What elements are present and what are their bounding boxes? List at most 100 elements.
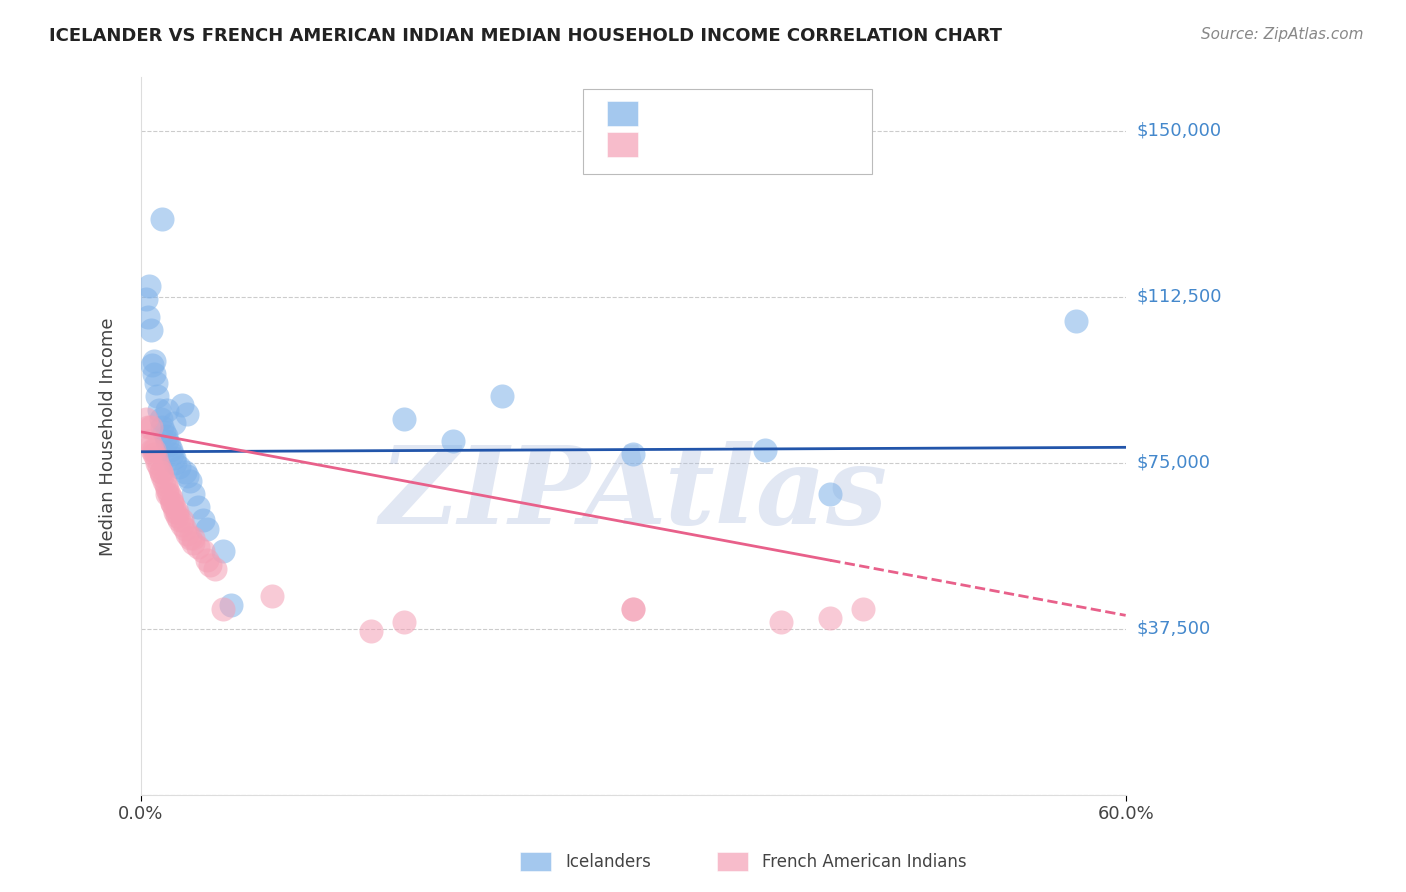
Point (195, 522, 218, 536)
Point (491, 389, 513, 403)
Point (156, 402, 179, 417)
Point (212, 544, 235, 558)
Point (176, 526, 198, 541)
Point (179, 531, 201, 545)
Point (159, 491, 181, 506)
Point (163, 500, 186, 515)
Point (148, 460, 170, 475)
Text: Source: ZipAtlas.com: Source: ZipAtlas.com (1201, 27, 1364, 42)
Text: $75,000: $75,000 (1137, 454, 1211, 472)
Point (769, 615, 792, 630)
Point (193, 544, 215, 558)
Point (139, 323, 162, 337)
Point (198, 558, 221, 572)
Text: $150,000: $150,000 (1137, 121, 1222, 139)
Text: French American Indians: French American Indians (762, 853, 967, 871)
Point (149, 465, 172, 479)
Point (1066, 314, 1088, 328)
Text: $112,500: $112,500 (1137, 288, 1222, 306)
Text: 0.015: 0.015 (696, 104, 748, 122)
Point (160, 447, 183, 461)
Point (148, 402, 170, 417)
Point (392, 615, 415, 630)
Point (167, 460, 190, 475)
Point (441, 434, 464, 448)
Point (150, 212, 173, 227)
Text: ZIPAtlas: ZIPAtlas (380, 441, 887, 547)
Text: -0.339: -0.339 (696, 136, 755, 153)
Point (143, 368, 166, 382)
Point (187, 540, 209, 554)
Point (219, 598, 242, 612)
Point (820, 611, 842, 625)
Point (149, 465, 172, 479)
Point (176, 407, 198, 421)
Point (156, 434, 179, 448)
Point (146, 456, 169, 470)
Point (136, 310, 159, 324)
Text: 38: 38 (815, 136, 838, 153)
Point (141, 359, 163, 373)
Point (136, 420, 159, 434)
Point (138, 278, 160, 293)
Point (174, 465, 197, 479)
Point (146, 389, 169, 403)
Point (149, 411, 172, 425)
Point (135, 292, 157, 306)
Point (165, 456, 187, 470)
Text: Icelanders: Icelanders (565, 853, 651, 871)
Point (167, 513, 190, 527)
Point (176, 469, 198, 483)
Point (262, 589, 284, 603)
Point (204, 562, 226, 576)
Point (157, 487, 180, 501)
Point (754, 442, 776, 457)
Point (160, 496, 183, 510)
Point (141, 442, 163, 457)
Text: N =: N = (773, 136, 804, 153)
Point (166, 508, 188, 523)
Point (143, 442, 166, 457)
Point (135, 411, 157, 425)
Point (852, 602, 875, 616)
Point (166, 504, 188, 518)
Text: $37,500: $37,500 (1137, 620, 1211, 638)
Point (156, 487, 179, 501)
Point (163, 451, 186, 466)
Point (150, 469, 173, 483)
Point (183, 535, 205, 549)
Point (392, 411, 415, 425)
Point (183, 531, 205, 545)
Point (139, 420, 162, 434)
Point (195, 553, 218, 567)
Point (150, 420, 173, 434)
Point (165, 504, 187, 518)
Point (212, 602, 235, 616)
Point (143, 447, 166, 461)
Point (179, 474, 201, 488)
Point (174, 522, 197, 536)
Text: R =: R = (650, 136, 681, 153)
Point (360, 624, 382, 639)
Text: 40: 40 (797, 104, 820, 122)
Point (621, 602, 644, 616)
Point (157, 438, 180, 452)
Point (183, 487, 205, 501)
Point (156, 483, 179, 497)
Point (153, 474, 176, 488)
Point (621, 602, 644, 616)
Point (163, 416, 186, 430)
Point (138, 434, 160, 448)
Point (621, 447, 644, 461)
Text: ICELANDER VS FRENCH AMERICAN INDIAN MEDIAN HOUSEHOLD INCOME CORRELATION CHART: ICELANDER VS FRENCH AMERICAN INDIAN MEDI… (49, 27, 1002, 45)
Point (155, 478, 177, 492)
Point (143, 354, 166, 368)
Y-axis label: Median Household Income: Median Household Income (100, 317, 117, 556)
Text: R =: R = (650, 104, 686, 122)
Point (153, 425, 176, 439)
Point (160, 496, 183, 510)
Point (170, 513, 193, 527)
Point (155, 429, 177, 443)
Point (193, 513, 215, 527)
Point (170, 517, 193, 532)
